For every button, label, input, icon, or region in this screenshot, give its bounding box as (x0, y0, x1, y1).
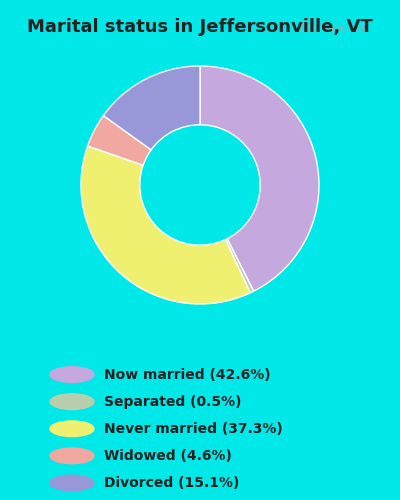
Wedge shape (226, 238, 254, 293)
Circle shape (50, 421, 94, 436)
Text: Now married (42.6%): Now married (42.6%) (104, 368, 271, 382)
Circle shape (50, 448, 94, 464)
Circle shape (50, 367, 94, 382)
Wedge shape (200, 66, 319, 291)
Circle shape (50, 394, 94, 409)
Text: City-Data.com: City-Data.com (298, 24, 368, 34)
Wedge shape (88, 116, 151, 166)
Text: Widowed (4.6%): Widowed (4.6%) (104, 449, 232, 463)
Wedge shape (81, 146, 250, 304)
Wedge shape (103, 66, 200, 150)
Text: Divorced (15.1%): Divorced (15.1%) (104, 476, 239, 490)
Text: Marital status in Jeffersonville, VT: Marital status in Jeffersonville, VT (27, 18, 373, 36)
Text: Separated (0.5%): Separated (0.5%) (104, 394, 242, 408)
Text: Never married (37.3%): Never married (37.3%) (104, 422, 283, 436)
Circle shape (50, 475, 94, 490)
